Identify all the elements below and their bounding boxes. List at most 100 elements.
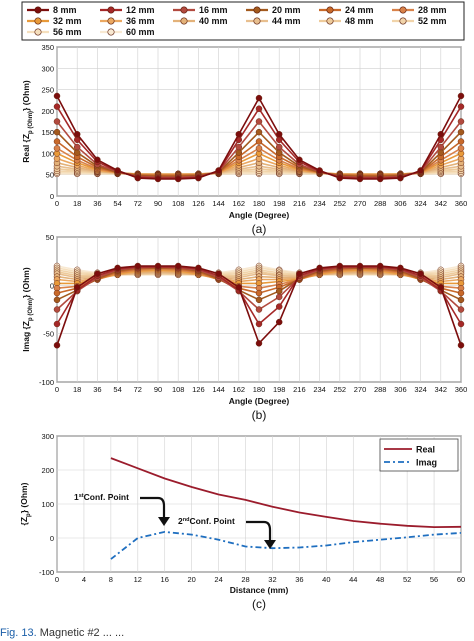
data-point [336, 174, 344, 182]
x-tick-label: 180 [253, 385, 266, 394]
data-point [114, 264, 121, 272]
y-tick-label: 0 [50, 281, 54, 290]
x-tick-label: 216 [293, 385, 306, 394]
legend-label: 28 mm [418, 5, 447, 15]
y-axis-label-tail: } (Ohm) [21, 267, 31, 298]
legend-swatch-marker [34, 17, 42, 25]
data-point [356, 262, 364, 270]
data-point [134, 262, 142, 270]
x-tick-label: 126 [192, 385, 205, 394]
legend-swatch-marker [34, 6, 42, 14]
data-point [437, 143, 445, 151]
data-point [215, 167, 222, 174]
x-axis-label: Angle (Degree) [229, 396, 290, 406]
data-point [417, 270, 424, 277]
data-point [114, 167, 121, 174]
legend-swatch-marker [107, 17, 115, 25]
y-axis-label-subscript: p (Ohm) [28, 298, 34, 321]
data-point [275, 149, 283, 156]
y-axis-label: Imag {Zp (Ohm)} (Ohm) [21, 267, 34, 352]
x-tick-label: 342 [435, 385, 448, 394]
x-tick-label: 60 [457, 575, 465, 584]
x-tick-label: 180 [253, 199, 266, 208]
x-tick-label: 234 [313, 385, 326, 394]
y-tick-label: 350 [41, 43, 54, 52]
x-tick-label: 52 [403, 575, 411, 584]
x-tick-label: 270 [354, 199, 367, 208]
data-point [457, 145, 465, 152]
data-point [275, 293, 283, 301]
y-axis-label: Real {Zp (Ohm)} (Ohm) [21, 80, 34, 163]
data-point [457, 342, 465, 349]
x-tick-label: 288 [374, 385, 387, 394]
legend-label: 44 mm [272, 16, 301, 26]
data-point [437, 284, 445, 291]
data-point [457, 306, 465, 313]
legend-label: 12 mm [126, 5, 155, 15]
data-point [255, 145, 263, 152]
x-tick-label: 56 [430, 575, 438, 584]
y-axis-label-subscript: p [26, 513, 32, 517]
annotation-2-text: Conf. Point [189, 516, 234, 526]
legend-label: 40 mm [199, 16, 228, 26]
legend-item: 36 mm [100, 16, 155, 26]
x-tick-label: 0 [55, 385, 59, 394]
data-point [94, 270, 101, 277]
x-tick-label: 126 [192, 199, 205, 208]
x-tick-label: 36 [93, 385, 101, 394]
data-point [457, 92, 465, 100]
data-point [275, 287, 283, 295]
data-point [73, 284, 81, 291]
x-tick-label: 306 [394, 385, 407, 394]
x-tick-label: 16 [161, 575, 169, 584]
series-line-real [110, 457, 462, 529]
y-axis-label-tail: } (Ohm) [21, 80, 31, 111]
legend-item: 48 mm [319, 16, 374, 26]
panel-b: 0 18 36 54 72 90 108 126 144 162 180 198 216 234 252 27… [21, 233, 467, 422]
legend-label: Imag [416, 458, 437, 468]
series-line-imag [110, 530, 462, 560]
y-tick-label: -50 [43, 330, 54, 339]
x-tick-label: 36 [295, 575, 303, 584]
x-tick-label: 270 [354, 385, 367, 394]
y-tick-label: 300 [41, 432, 54, 441]
x-tick-label: 40 [322, 575, 330, 584]
data-point [417, 167, 424, 174]
data-point [53, 118, 61, 125]
legend-item: 44 mm [246, 16, 301, 26]
legend-swatch-marker [180, 17, 188, 25]
series-8-mm [53, 262, 465, 349]
data-point [376, 262, 384, 270]
y-tick-label: 100 [41, 500, 54, 509]
annotation-1-text: Conf. Point [84, 492, 129, 502]
data-point [316, 167, 323, 174]
panel-caption: (b) [252, 408, 267, 422]
y-tick-label: 150 [41, 128, 54, 137]
panel-caption: (c) [252, 597, 266, 611]
legend-label: 36 mm [126, 16, 155, 26]
legend-label: 20 mm [272, 5, 301, 15]
data-point [255, 296, 263, 304]
y-axis-label-subscript: p (Ohm) [28, 111, 34, 134]
series-8-mm [53, 92, 465, 183]
data-point [275, 131, 283, 138]
legend-swatch-marker [253, 17, 261, 25]
x-tick-label: 144 [212, 199, 225, 208]
data-point [53, 138, 61, 145]
legend-item: 12 mm [100, 5, 155, 15]
legend-label: 56 mm [53, 27, 82, 37]
legend-item: 28 mm [392, 5, 447, 15]
x-axis-label: Angle (Degree) [229, 210, 290, 220]
data-point [154, 175, 162, 183]
y-tick-label: 0 [50, 534, 54, 543]
data-point [255, 306, 263, 313]
data-point [174, 262, 182, 270]
x-tick-label: 252 [334, 199, 347, 208]
legend-item: 60 mm [100, 27, 155, 37]
x-tick-label: 162 [233, 385, 246, 394]
legend-label: Real [416, 445, 435, 455]
legend-item: 8 mm [27, 5, 77, 15]
data-point [275, 303, 283, 310]
legend-box [379, 438, 459, 472]
